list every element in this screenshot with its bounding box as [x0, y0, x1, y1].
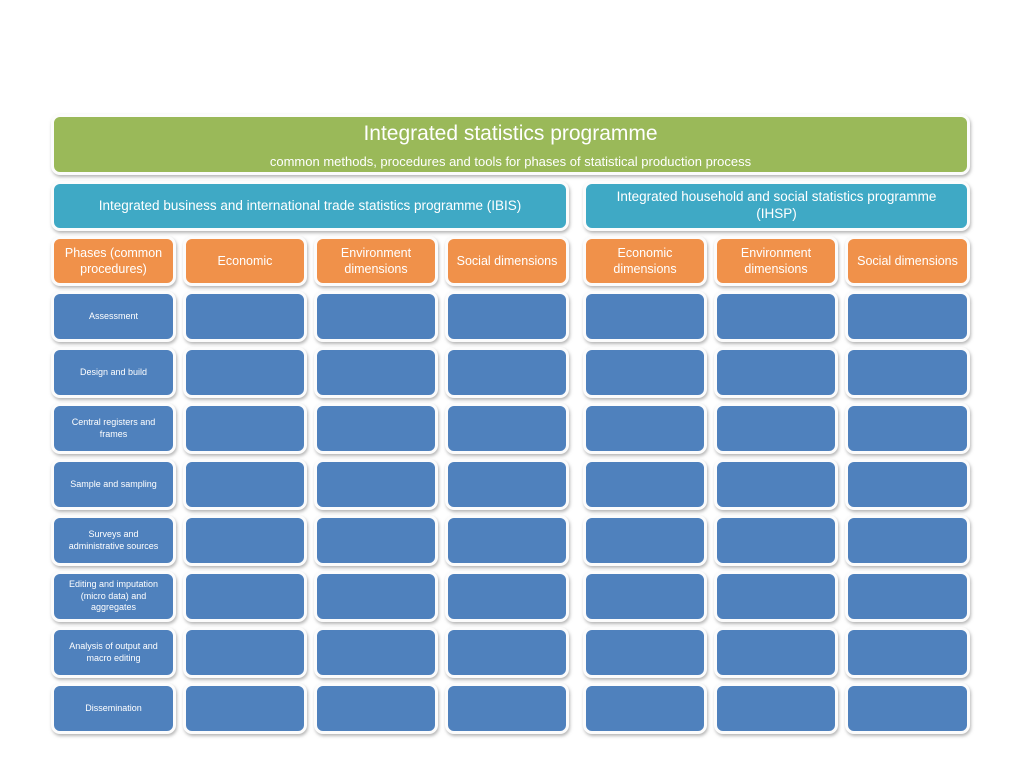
grid-cell: [183, 403, 307, 454]
column-header-ihsp-economic: Economic dimensions: [583, 236, 707, 286]
grid-cell: [845, 291, 970, 342]
phases-grid: Integrated business and international tr…: [51, 181, 970, 734]
grid-cell: [714, 571, 838, 622]
integrated-statistics-diagram: Integrated statistics programme common m…: [51, 114, 970, 734]
grid-cell: [314, 571, 438, 622]
phase-label: Dissemination: [51, 683, 176, 734]
grid-cell: [583, 291, 707, 342]
grid-cell: [183, 683, 307, 734]
grid-cell: [583, 515, 707, 566]
column-header-ibis-economic: Economic: [183, 236, 307, 286]
grid-cell: [314, 459, 438, 510]
grid-cell: [583, 459, 707, 510]
grid-cell: [714, 683, 838, 734]
grid-cell: [583, 683, 707, 734]
grid-cell: [314, 347, 438, 398]
grid-cell: [583, 347, 707, 398]
programme-header-ibis: Integrated business and international tr…: [51, 181, 569, 231]
banner-subtitle: common methods, procedures and tools for…: [269, 153, 752, 169]
grid-cell: [445, 627, 569, 678]
grid-cell: [183, 515, 307, 566]
phase-label: Assessment: [51, 291, 176, 342]
phase-label: Design and build: [51, 347, 176, 398]
phase-label: Editing and imputation (micro data) and …: [51, 571, 176, 622]
grid-cell: [445, 403, 569, 454]
grid-cell: [445, 459, 569, 510]
column-header-ihsp-environment: Environment dimensions: [714, 236, 838, 286]
banner-integrated-statistics: Integrated statistics programme common m…: [51, 114, 970, 175]
grid-cell: [314, 683, 438, 734]
grid-cell: [845, 459, 970, 510]
grid-cell: [445, 683, 569, 734]
column-header-phases: Phases (common procedures): [51, 236, 176, 286]
grid-cell: [845, 515, 970, 566]
grid-cell: [445, 571, 569, 622]
grid-cell: [714, 403, 838, 454]
grid-cell: [714, 459, 838, 510]
grid-cell: [714, 627, 838, 678]
phase-label: Central registers and frames: [51, 403, 176, 454]
grid-cell: [845, 627, 970, 678]
banner-title: Integrated statistics programme: [363, 122, 658, 145]
grid-cell: [314, 291, 438, 342]
grid-cell: [183, 459, 307, 510]
grid-cell: [445, 291, 569, 342]
column-header-ibis-social: Social dimensions: [445, 236, 569, 286]
grid-cell: [845, 683, 970, 734]
grid-cell: [845, 403, 970, 454]
grid-cell: [183, 347, 307, 398]
grid-cell: [845, 571, 970, 622]
phase-label: Sample and sampling: [51, 459, 176, 510]
grid-cell: [714, 291, 838, 342]
grid-cell: [583, 627, 707, 678]
grid-cell: [183, 571, 307, 622]
grid-cell: [314, 403, 438, 454]
grid-cell: [314, 515, 438, 566]
phase-label: Analysis of output and macro editing: [51, 627, 176, 678]
grid-cell: [314, 627, 438, 678]
phase-label: Surveys and administrative sources: [51, 515, 176, 566]
grid-cell: [445, 515, 569, 566]
grid-cell: [583, 403, 707, 454]
grid-cell: [183, 627, 307, 678]
column-header-ihsp-social: Social dimensions: [845, 236, 970, 286]
column-header-ibis-environment: Environment dimensions: [314, 236, 438, 286]
grid-cell: [714, 515, 838, 566]
grid-cell: [714, 347, 838, 398]
grid-cell: [583, 571, 707, 622]
grid-cell: [845, 347, 970, 398]
programme-header-ihsp: Integrated household and social statisti…: [583, 181, 970, 231]
grid-cell: [183, 291, 307, 342]
grid-cell: [445, 347, 569, 398]
